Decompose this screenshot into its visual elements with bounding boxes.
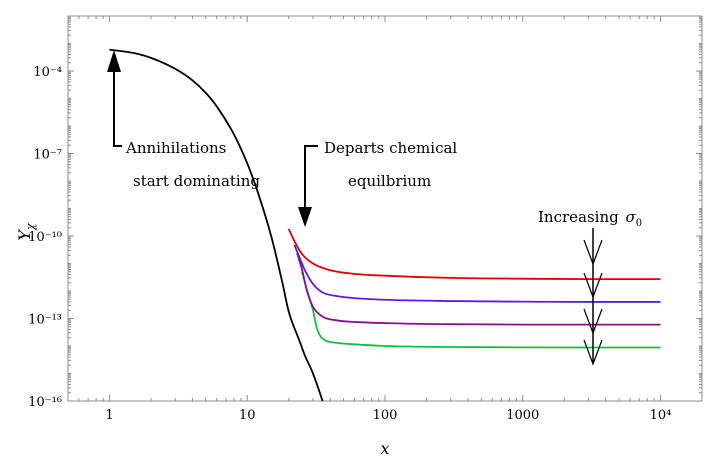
series-layer xyxy=(109,48,661,401)
y-tick-label: 10⁻¹⁰ xyxy=(28,230,62,245)
x-tick-label: 1 xyxy=(105,408,113,423)
tick-labels: 1 10 100 1000 10⁴ 10⁻⁴ 10⁻⁷ 10⁻¹⁰ 10⁻¹³ 10⁻¹⁶ xyxy=(28,65,671,423)
annotation-increasing-text: Increasing xyxy=(538,208,619,226)
annotation-annihilations-line2: start dominating xyxy=(133,172,260,190)
annotation-bracket-departs xyxy=(304,145,318,212)
annotation-sigma-subscript: 0 xyxy=(636,218,642,229)
open-arrowhead-4 xyxy=(583,339,603,366)
annotation-annihilations-line1: Annihilations xyxy=(125,139,226,157)
y-axis-title: Yχ xyxy=(15,222,37,241)
annotation-open-arrowheads xyxy=(583,239,603,366)
annotation-bracket-annihilations xyxy=(113,58,122,147)
x-tick-label: 10⁴ xyxy=(650,408,672,423)
series-line-3 xyxy=(296,252,661,326)
x-tick-label: 10 xyxy=(239,408,256,423)
y-tick-label: 10⁻⁴ xyxy=(33,65,62,80)
open-arrowhead-2 xyxy=(583,272,603,299)
series-line-2 xyxy=(293,244,661,303)
annotation-increasing-label: Increasing σ0 xyxy=(538,208,642,229)
annotation-arrowhead-up xyxy=(107,50,121,72)
ticks xyxy=(67,15,703,402)
series-line-4 xyxy=(301,271,661,349)
annotation-departs-line1: Departs chemical xyxy=(324,139,457,157)
y-axis-title-subscript: χ xyxy=(24,222,37,231)
x-tick-label: 1000 xyxy=(506,408,539,423)
annotation-departs-line2: equilbrium xyxy=(348,172,431,190)
y-tick-label: 10⁻⁷ xyxy=(33,148,62,163)
open-arrowhead-3 xyxy=(583,308,603,335)
y-tick-label: 10⁻¹⁶ xyxy=(28,395,62,410)
annotation-sigma-symbol: σ xyxy=(626,208,637,226)
plot-frame xyxy=(67,15,703,402)
x-tick-label: 100 xyxy=(373,408,398,423)
y-axis-title-main: Y xyxy=(15,229,34,241)
annotations: Annihilations start dominating Departs c… xyxy=(107,50,642,366)
series-line-0 xyxy=(109,48,324,401)
annotation-arrowhead-down xyxy=(298,207,312,227)
open-arrowhead-1 xyxy=(583,239,603,266)
x-axis-title: x xyxy=(380,439,389,458)
series-line-1 xyxy=(287,228,661,281)
y-tick-label: 10⁻¹³ xyxy=(28,313,62,328)
